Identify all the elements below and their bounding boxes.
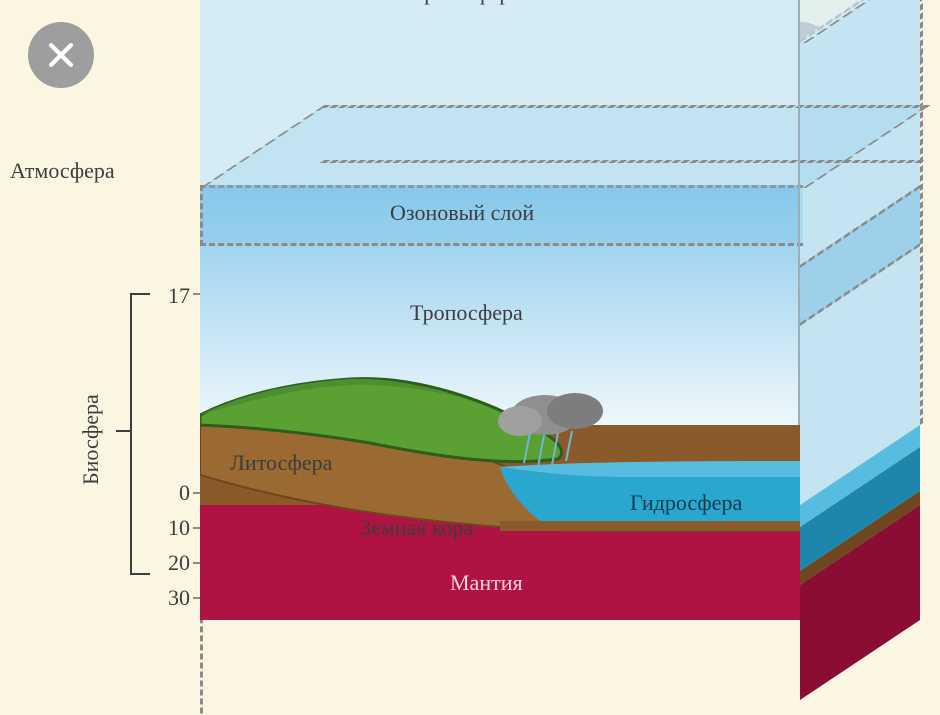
tickmark	[193, 293, 200, 295]
cube-front-face: Стратосфера Озоновый слой Тропосфера Лит…	[200, 0, 800, 620]
tickmark	[193, 597, 200, 599]
tick-10: 10	[150, 515, 190, 541]
biosphere-bracket	[130, 293, 150, 575]
page-root: Атмосфера Биосфера 17 0 10 20 30	[0, 0, 940, 715]
tickmark	[193, 527, 200, 529]
tickmark	[193, 562, 200, 564]
ozone-label: Озоновый слой	[390, 200, 534, 226]
tick-20: 20	[150, 550, 190, 576]
tick-17: 17	[150, 283, 190, 309]
biosphere-label: Биосфера	[78, 394, 104, 485]
tick-30: 30	[150, 585, 190, 611]
front-right-edge	[798, 0, 800, 425]
earth-cube: Стратосфера Озоновый слой Тропосфера Лит…	[200, 0, 920, 715]
hydrosphere-label: Гидросфера	[630, 490, 742, 516]
biosphere-bracket-tick	[116, 430, 130, 434]
tickmark	[193, 492, 200, 494]
crust-label: Земная кора	[360, 515, 473, 541]
lithosphere-label: Литосфера	[230, 450, 332, 476]
troposphere-label: Тропосфера	[410, 300, 523, 326]
close-icon[interactable]	[28, 22, 94, 88]
mantle-label: Мантия	[450, 570, 523, 596]
crust-under-ocean	[500, 521, 800, 531]
atmosphere-label: Атмосфера	[10, 158, 115, 184]
tick-0: 0	[150, 480, 190, 506]
ozone-bottom-back	[200, 160, 924, 243]
stratosphere-label: Стратосфера	[400, 0, 520, 6]
